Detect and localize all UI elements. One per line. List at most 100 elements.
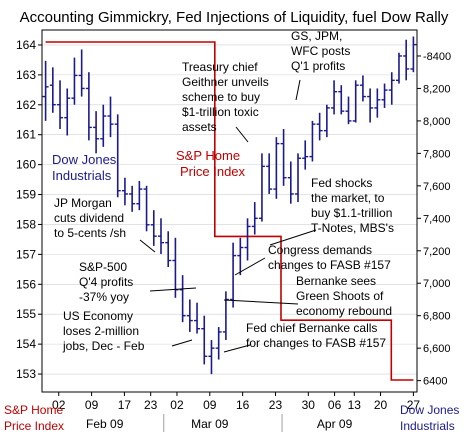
right-tick-label: 8,200	[423, 83, 451, 95]
annotation-line: assets	[182, 120, 217, 134]
x-tick-label: 16	[236, 398, 250, 412]
annotation-text: GS, JPM, WFC posts Q'1 profits	[291, 29, 350, 73]
x-tick-label: 27	[407, 398, 421, 412]
ohlc-bar	[331, 80, 338, 115]
left-tick-label: 155	[16, 307, 36, 321]
ohlc-bar	[352, 80, 359, 123]
ohlc-bar	[85, 72, 92, 141]
left-tick-label: 161	[16, 128, 36, 142]
annotation-line: Bernanke sees	[296, 274, 376, 288]
x-tick-label: 09	[85, 398, 99, 412]
x-tick-label: 13	[348, 398, 362, 412]
ohlc-bar	[251, 202, 258, 235]
annotation-line: to 5-cents /sh	[54, 226, 126, 240]
ohlc-bar	[208, 340, 215, 375]
ohlc-bar	[258, 153, 265, 222]
ohlc-bar	[129, 185, 136, 212]
ohlc-bar	[302, 140, 309, 170]
ohlc-bar	[237, 237, 244, 276]
annotation-line: Green Shoots of	[296, 289, 384, 303]
annotation-line: cuts dividend	[54, 211, 124, 225]
x-tick-label: 20	[374, 398, 388, 412]
dow-legend-line2: Industrials	[52, 168, 112, 183]
ohlc-bar	[64, 88, 71, 136]
ohlc-bar	[71, 57, 78, 105]
annotation-line: Treasury chief	[182, 60, 258, 74]
annotation-text: Fed shocks the market, to buy $1.1-trillio…	[311, 176, 394, 235]
left-tick-label: 162	[16, 98, 36, 112]
ohlc-bar	[244, 218, 251, 261]
ohlc-bar	[157, 218, 164, 255]
annotation-line: economy rebound	[296, 304, 392, 318]
annotation-line: US Economy	[63, 309, 133, 323]
annotation-pointer	[223, 344, 251, 353]
x-tick-label: 02	[52, 398, 66, 412]
left-tick-label: 159	[16, 188, 36, 202]
right-tick-label: 7,600	[423, 181, 451, 193]
right-tick-label: 6,600	[423, 343, 451, 355]
x-tick-label: 02	[170, 398, 184, 412]
ohlc-bar	[316, 112, 323, 141]
left-tick-label: 157	[16, 247, 36, 261]
annotation-text: JP Morgan cuts dividend to 5-cents /sh	[54, 196, 126, 240]
x-tick-label: 09	[203, 398, 217, 412]
left-tick-label: 153	[16, 367, 36, 381]
ohlc-bar	[222, 291, 229, 341]
ohlc-bar	[381, 83, 388, 108]
month-label: Apr 09	[317, 417, 353, 431]
ohlc-bar	[266, 153, 273, 194]
right-tick-label: 8,000	[423, 116, 451, 128]
ohlc-bar	[309, 120, 316, 162]
sp-home-price-line	[45, 41, 414, 381]
ohlc-bar	[323, 104, 330, 138]
annotation-text: Fed chief Bernanke calls for changes to F…	[246, 321, 386, 350]
annotation-line: Geithner unveils	[182, 75, 269, 89]
ohlc-bar	[230, 242, 237, 308]
right-tick-label: 7,200	[423, 246, 451, 258]
ohlc-bar	[374, 88, 381, 118]
dow-series-layer	[42, 36, 417, 375]
ohlc-bar	[57, 80, 64, 130]
ohlc-bar	[338, 85, 345, 115]
left-tick-label: 164	[16, 38, 36, 52]
annotation-pointers	[139, 79, 317, 353]
annotation-line: Fed shocks	[311, 176, 372, 190]
annotation-line: for changes to FASB #157	[246, 336, 386, 350]
ohlc-bar	[136, 180, 143, 211]
right-axis-label-line1: Dow Jones	[400, 403, 459, 417]
month-label: Feb 09	[86, 417, 124, 431]
annotation-line: WFC posts	[291, 44, 350, 58]
sp-legend-line2: Price Index	[180, 164, 246, 179]
ohlc-bar	[165, 231, 172, 268]
x-tick-label: 17	[118, 398, 132, 412]
annotation-line: Q'1 profits	[291, 59, 345, 73]
x-axis: 02 09 17 23 02 09 16 23 30 06 13 20 27 Feb 09 Mar 09 Ap…	[52, 392, 420, 432]
ohlc-bar	[100, 104, 107, 147]
annotation-text: Congress demands changes to FASB #157	[268, 243, 391, 272]
annotation-pointer	[234, 257, 266, 276]
ohlc-bar	[403, 39, 410, 81]
ohlc-bar	[367, 88, 374, 123]
right-axis-label-line2: Industrials	[400, 419, 455, 433]
ohlc-bar	[93, 111, 100, 154]
annotation-pointer	[139, 239, 156, 253]
ohlc-bar	[345, 96, 352, 125]
left-tick-label: 160	[16, 158, 36, 172]
annotation-line: $1-trillion toxic	[182, 105, 259, 119]
sp-legend-line1: S&P Home	[176, 148, 240, 163]
chart-title: Accounting Gimmickry, Fed Injections of …	[20, 9, 449, 26]
left-axis: 153 154 155 156 157 158 159 160 161 162 163 164	[16, 38, 42, 381]
ohlc-bar	[78, 49, 85, 97]
right-tick-label: 6400	[423, 376, 447, 388]
annotation-pointer	[269, 229, 317, 246]
left-axis-label-line1: S&P Home	[4, 403, 63, 417]
ohlc-bar	[201, 315, 208, 365]
dow-legend-line1: Dow Jones	[52, 152, 117, 167]
ohlc-bar	[150, 210, 157, 246]
grid	[42, 44, 417, 375]
ohlc-bar	[295, 153, 302, 203]
x-tick-label: 23	[144, 398, 158, 412]
annotation-text: S&P-500 Q'4 profits -37% yoy	[79, 260, 133, 304]
annotation-line: T-Notes, MBS's	[311, 221, 394, 235]
annotation-line: jobs, Dec - Feb	[62, 339, 145, 353]
